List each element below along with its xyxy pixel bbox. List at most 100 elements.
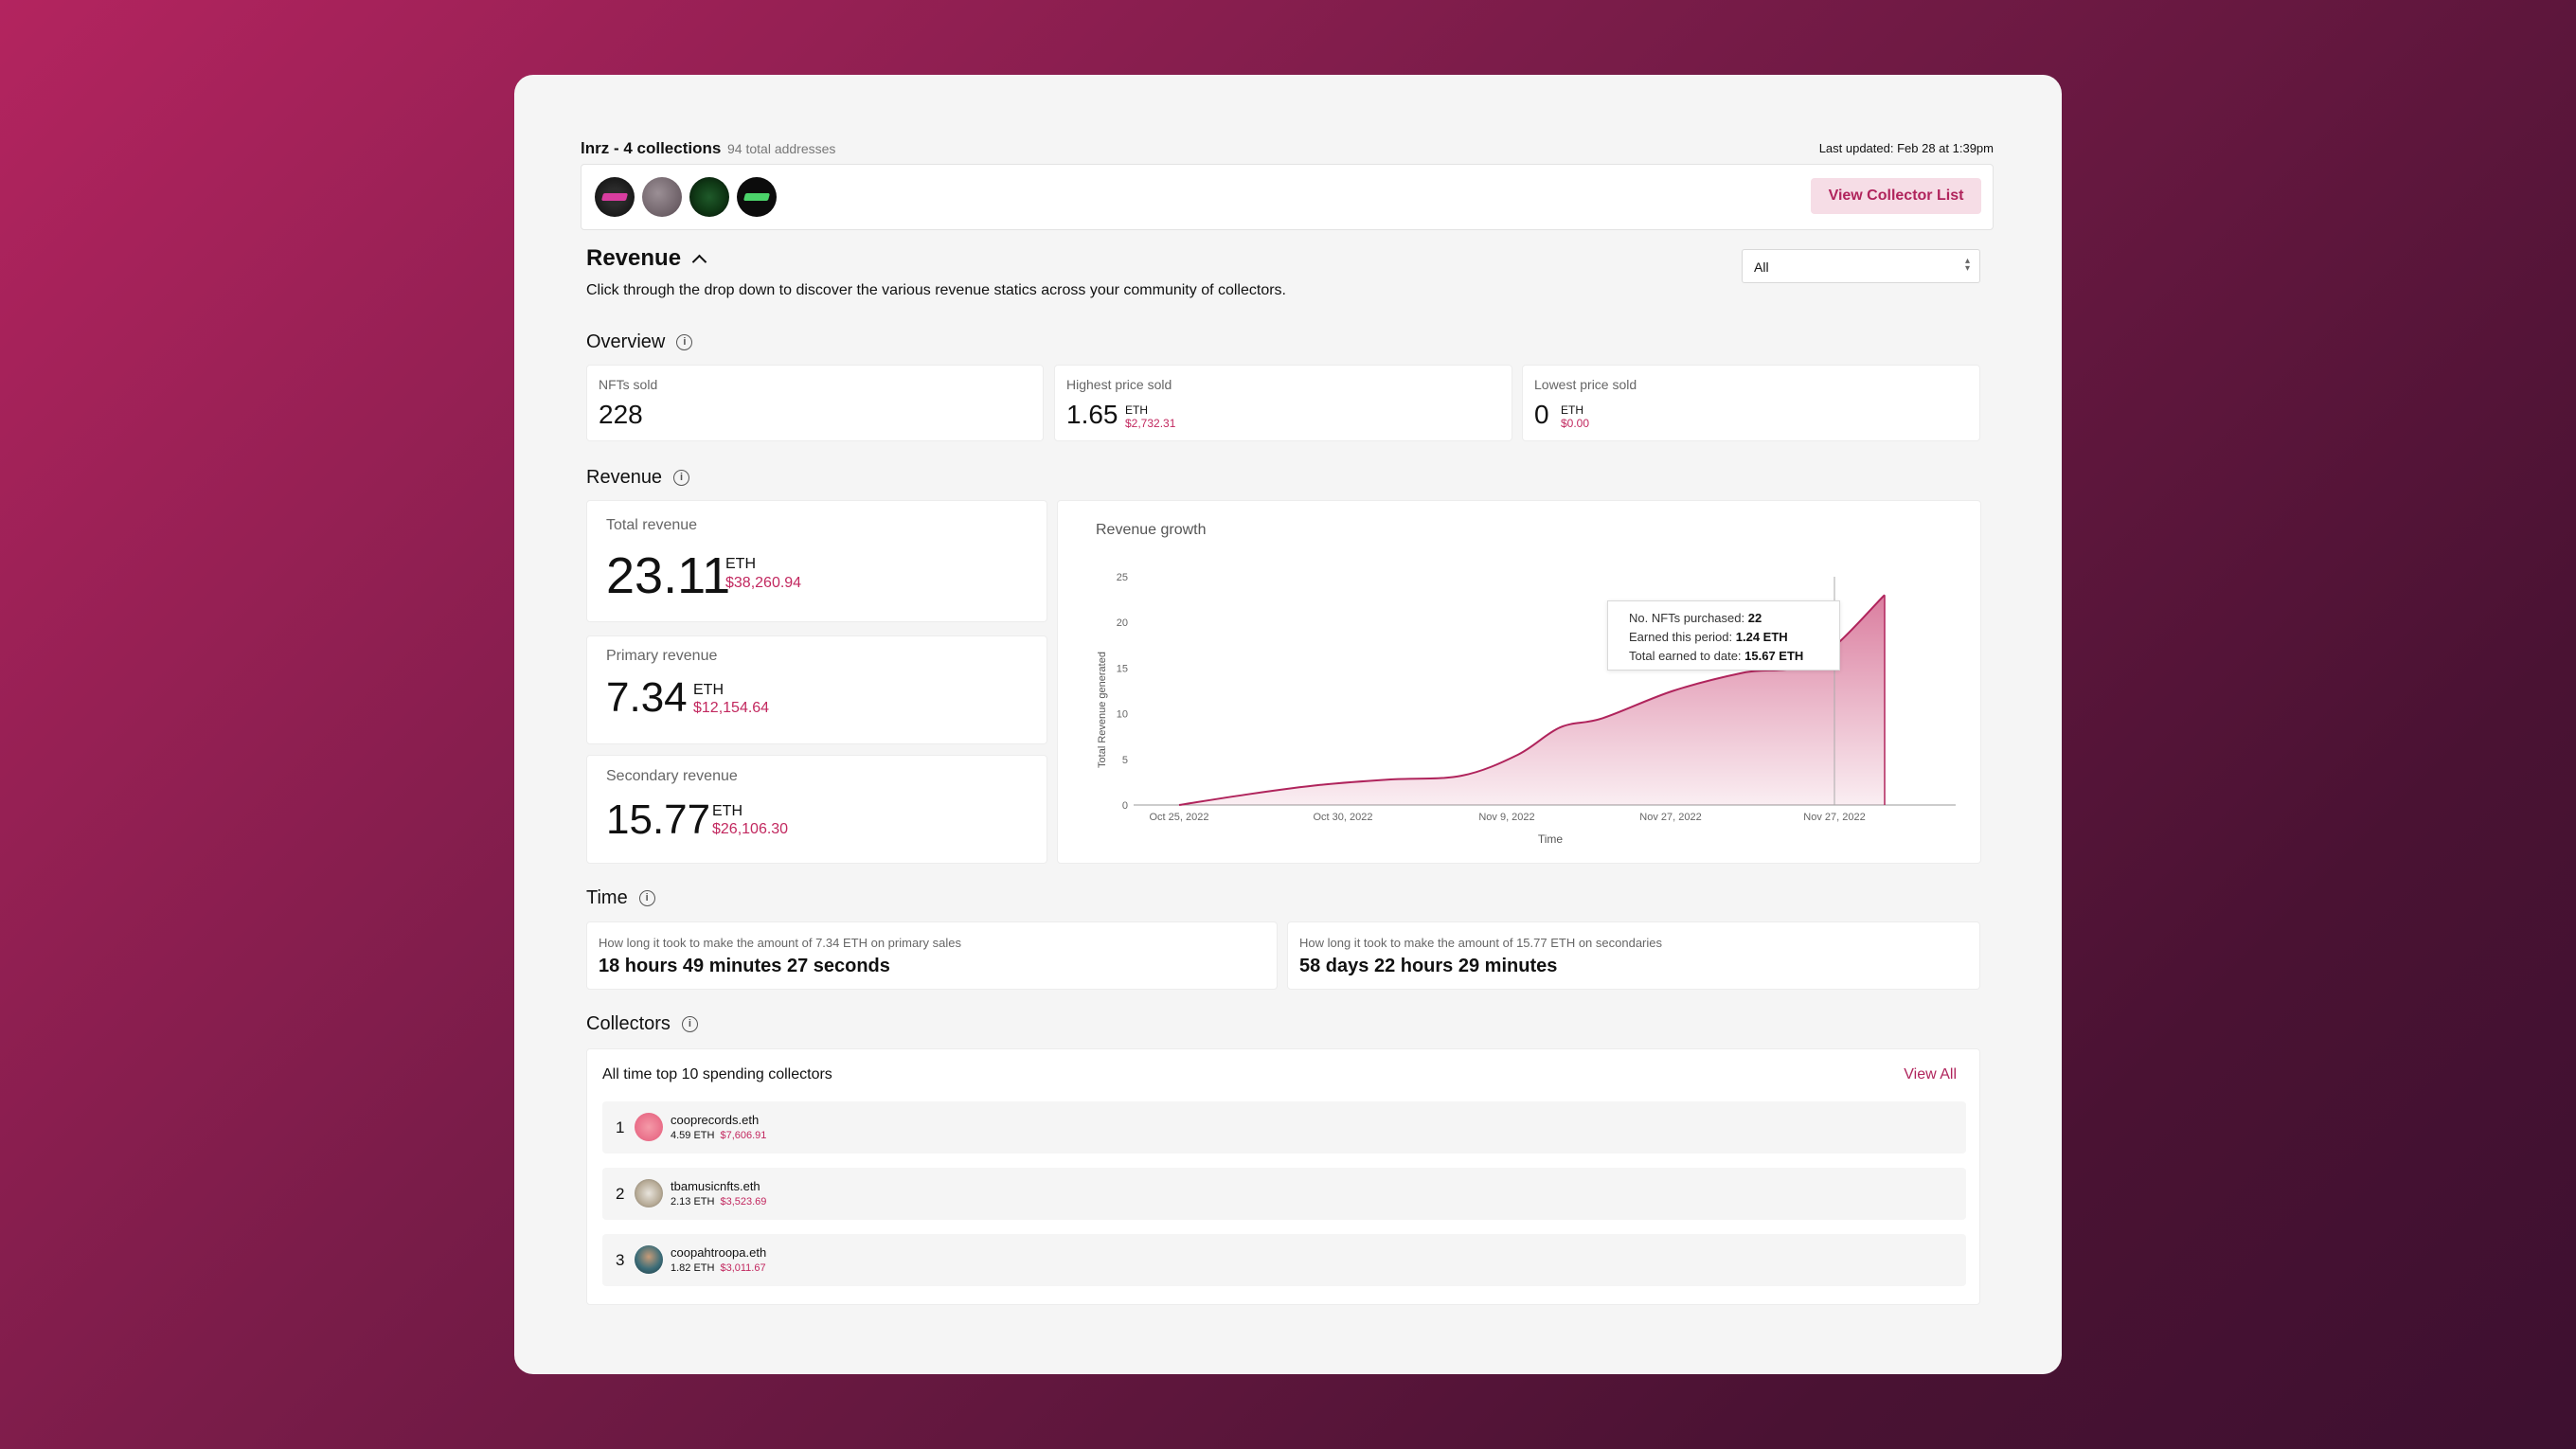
collector-row[interactable]: 1 cooprecords.eth 4.59 ETH $7,606.91 bbox=[602, 1101, 1966, 1154]
y-tick-label: 15 bbox=[1117, 663, 1128, 674]
highest-price-card: Highest price sold 1.65 ETH $2,732.31 bbox=[1054, 365, 1512, 441]
time-title: Time i bbox=[586, 887, 655, 909]
x-tick-label: Oct 25, 2022 bbox=[1150, 812, 1209, 823]
y-tick-label: 5 bbox=[1122, 755, 1128, 766]
lowest-price-usd: $0.00 bbox=[1561, 417, 1590, 430]
view-collector-list-button[interactable]: View Collector List bbox=[1811, 178, 1981, 214]
chart-title: Revenue growth bbox=[1096, 522, 1207, 538]
x-tick-label: Oct 30, 2022 bbox=[1314, 812, 1373, 823]
secondary-revenue-card: Secondary revenue 15.77 ETH $26,106.30 bbox=[586, 755, 1047, 864]
collector-rank: 1 bbox=[616, 1118, 625, 1136]
collector-rank: 3 bbox=[616, 1251, 625, 1269]
x-axis-label: Time bbox=[1538, 832, 1564, 846]
collection-avatar[interactable] bbox=[595, 177, 635, 217]
primary-time-value: 18 hours 49 minutes 27 seconds bbox=[599, 956, 890, 976]
collectors-title: Collectors i bbox=[586, 1013, 698, 1035]
revenue-line bbox=[1178, 594, 1886, 806]
nfts-sold-label: NFTs sold bbox=[599, 377, 658, 392]
primary-revenue-label: Primary revenue bbox=[606, 648, 718, 664]
info-icon[interactable]: i bbox=[681, 1016, 698, 1032]
y-axis-label: Total Revenue generated bbox=[1097, 652, 1108, 768]
tooltip-purchased: No. NFTs purchased: 22 bbox=[1629, 611, 1762, 625]
total-revenue-label: Total revenue bbox=[606, 517, 698, 533]
nfts-sold-value: 228 bbox=[599, 400, 643, 429]
primary-revenue-card: Primary revenue 7.34 ETH $12,154.64 bbox=[586, 635, 1047, 744]
revenue-growth-chart[interactable]: 0 5 10 15 20 25 Oct 25, 2022 Oct 30, 2022 Nov 9,… bbox=[1058, 501, 1982, 865]
highest-price-usd: $2,732.31 bbox=[1125, 417, 1176, 430]
nfts-sold-card: NFTs sold 228 bbox=[586, 365, 1044, 441]
dashboard-window: lnrz - 4 collections 94 total addresses … bbox=[514, 75, 2062, 1374]
revenue-toggle[interactable]: Revenue bbox=[586, 245, 707, 272]
collector-avatar bbox=[635, 1245, 663, 1274]
collector-name: coopahtroopa.eth bbox=[671, 1245, 767, 1260]
collection-avatar[interactable] bbox=[642, 177, 682, 217]
collector-avatar bbox=[635, 1179, 663, 1208]
collector-amount: 1.82 ETH $3,011.67 bbox=[671, 1262, 766, 1274]
total-revenue-usd: $38,260.94 bbox=[725, 575, 802, 591]
primary-time-card: How long it took to make the amount of 7… bbox=[586, 921, 1278, 990]
collector-name: tbamusicnfts.eth bbox=[671, 1179, 760, 1193]
lowest-price-value: 0 bbox=[1534, 400, 1549, 429]
secondary-time-card: How long it took to make the amount of 1… bbox=[1287, 921, 1980, 990]
collector-avatar bbox=[635, 1113, 663, 1141]
overview-heading: Overview bbox=[586, 331, 666, 352]
highest-price-value: 1.65 bbox=[1066, 400, 1118, 429]
tooltip-period: Earned this period: 1.24 ETH bbox=[1629, 630, 1788, 644]
secondary-revenue-usd: $26,106.30 bbox=[712, 821, 789, 837]
secondary-revenue-unit: ETH bbox=[712, 803, 742, 819]
collector-amount: 4.59 ETH $7,606.91 bbox=[671, 1130, 767, 1141]
collections-bar: View Collector List bbox=[581, 164, 1994, 230]
sort-arrows-icon: ▴ ▾ bbox=[1964, 256, 1970, 274]
overview-title: Overview i bbox=[586, 331, 693, 353]
chart-tooltip: No. NFTs purchased: 22 Earned this perio… bbox=[1607, 600, 1840, 671]
secondary-time-label: How long it took to make the amount of 1… bbox=[1299, 936, 1662, 950]
collectors-card: All time top 10 spending collectors View… bbox=[586, 1048, 1980, 1305]
collectors-subtitle: All time top 10 spending collectors bbox=[602, 1066, 832, 1082]
collector-amount: 2.13 ETH $3,523.69 bbox=[671, 1196, 767, 1208]
y-tick-label: 0 bbox=[1122, 800, 1128, 812]
last-updated: Last updated: Feb 28 at 1:39pm bbox=[1818, 141, 1994, 155]
revenue-growth-card: Revenue growth 0 5 10 15 20 25 Oct 25, 2022 Oct… bbox=[1057, 500, 1981, 864]
total-revenue-card: Total revenue 23.11 ETH $38,260.94 bbox=[586, 500, 1047, 622]
total-revenue-value: 23.11 bbox=[606, 547, 731, 604]
secondary-time-value: 58 days 22 hours 29 minutes bbox=[1299, 956, 1558, 976]
primary-revenue-unit: ETH bbox=[693, 682, 724, 698]
collection-title: lnrz - 4 collections bbox=[581, 139, 722, 157]
info-icon[interactable]: i bbox=[676, 334, 693, 350]
y-tick-label: 25 bbox=[1117, 572, 1128, 583]
total-revenue-unit: ETH bbox=[725, 556, 756, 572]
info-icon[interactable]: i bbox=[638, 890, 655, 906]
highest-price-unit: ETH bbox=[1125, 403, 1148, 417]
total-addresses: 94 total addresses bbox=[727, 141, 836, 156]
info-icon[interactable]: i bbox=[673, 470, 690, 486]
y-tick-label: 20 bbox=[1117, 617, 1128, 629]
time-heading: Time bbox=[586, 887, 628, 908]
tooltip-total: Total earned to date: 15.67 ETH bbox=[1629, 649, 1804, 663]
revenue-subheading: Revenue bbox=[586, 467, 663, 488]
revenue-filter-select[interactable]: All ▴ ▾ bbox=[1742, 249, 1980, 283]
collection-avatar[interactable] bbox=[689, 177, 729, 217]
select-value: All bbox=[1754, 259, 1769, 275]
x-tick-label: Nov 9, 2022 bbox=[1478, 812, 1534, 823]
x-tick-label: Nov 27, 2022 bbox=[1803, 812, 1865, 823]
revenue-description: Click through the drop down to discover … bbox=[586, 282, 1286, 298]
lowest-price-unit: ETH bbox=[1561, 403, 1583, 417]
collector-row[interactable]: 3 coopahtroopa.eth 1.82 ETH $3,011.67 bbox=[602, 1234, 1966, 1286]
view-all-link[interactable]: View All bbox=[1904, 1066, 1957, 1082]
primary-time-label: How long it took to make the amount of 7… bbox=[599, 936, 961, 950]
secondary-revenue-label: Secondary revenue bbox=[606, 768, 738, 784]
revenue-area bbox=[1179, 595, 1885, 805]
primary-revenue-usd: $12,154.64 bbox=[693, 700, 770, 716]
collection-header: lnrz - 4 collections 94 total addresses … bbox=[581, 137, 1994, 157]
highest-price-label: Highest price sold bbox=[1066, 377, 1172, 392]
collectors-heading: Collectors bbox=[586, 1013, 671, 1034]
secondary-revenue-value: 15.77 bbox=[606, 796, 711, 843]
primary-revenue-value: 7.34 bbox=[606, 674, 688, 721]
chevron-up-icon bbox=[691, 254, 707, 270]
y-tick-label: 10 bbox=[1117, 709, 1128, 721]
revenue-title: Revenue i bbox=[586, 467, 690, 489]
collector-row[interactable]: 2 tbamusicnfts.eth 2.13 ETH $3,523.69 bbox=[602, 1168, 1966, 1220]
collection-avatar[interactable] bbox=[737, 177, 777, 217]
lowest-price-label: Lowest price sold bbox=[1534, 377, 1637, 392]
collector-rank: 2 bbox=[616, 1185, 625, 1203]
